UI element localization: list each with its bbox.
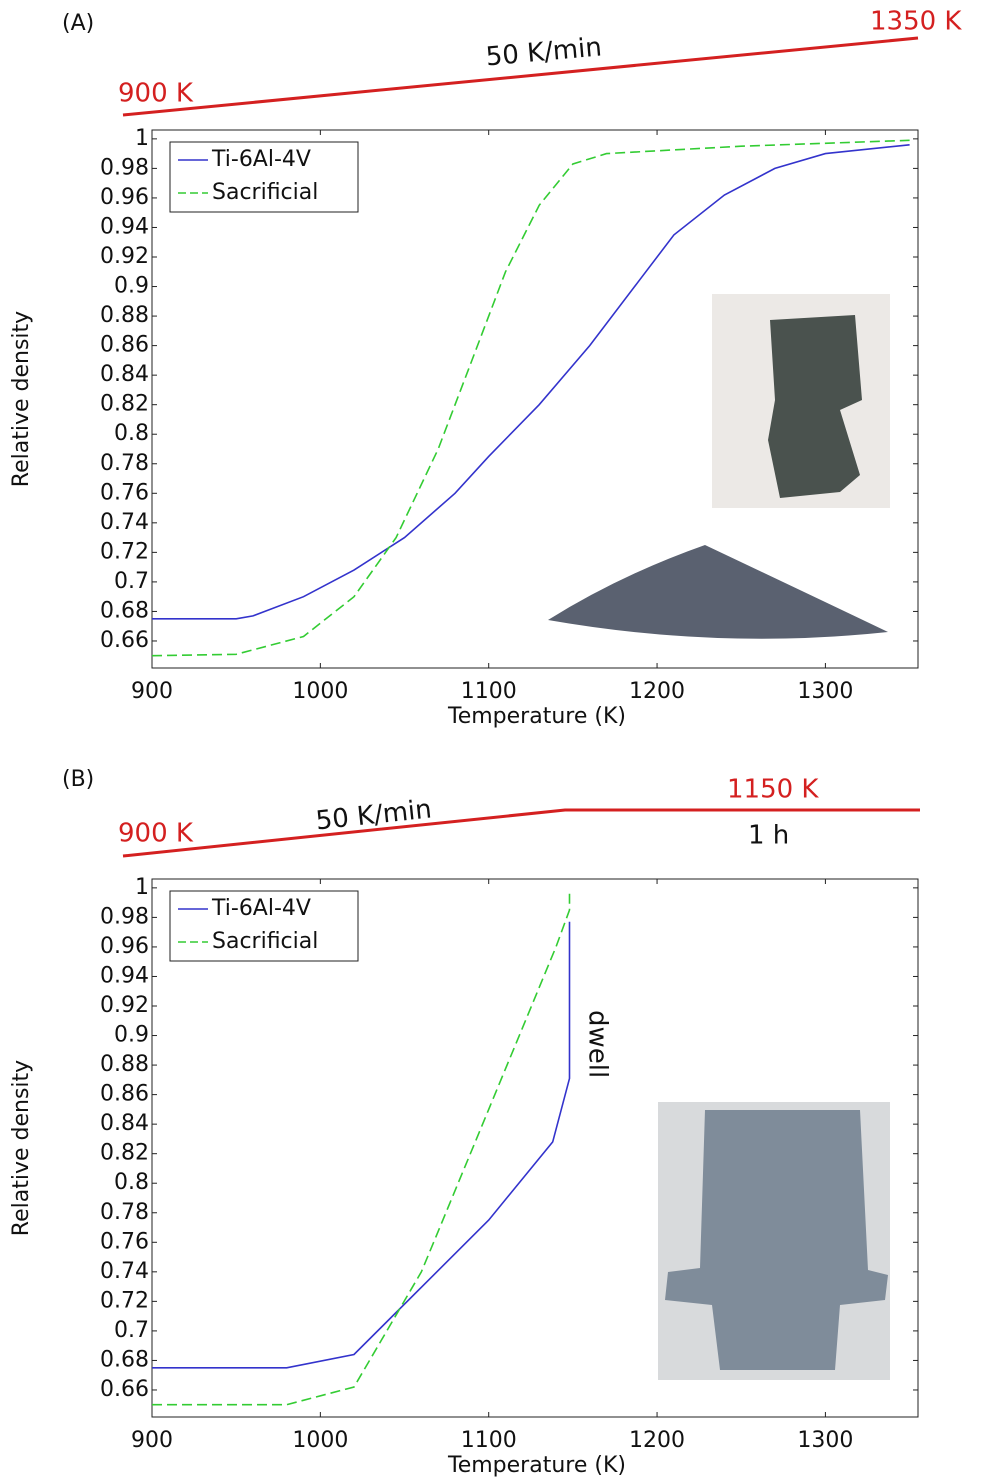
y-tick-label: 0.82 [100,1141,149,1166]
annotation: 1350 K [870,7,962,37]
legend-label: Sacrificial [212,180,318,205]
y-tick-label: 1 [135,126,149,151]
annotation: 1150 K [727,775,819,805]
y-axis-label: Relative density [9,311,34,487]
annotation: 50 K/min [314,794,433,836]
y-tick-label: 0.84 [100,362,149,387]
y-tick-label: 0.86 [100,333,149,358]
annotation: dwell [583,1010,613,1078]
annotation: (A) [62,11,94,36]
line-series [152,891,570,1405]
y-tick-label: 1 [135,875,149,900]
x-tick-label: 1300 [797,1428,853,1453]
line-series [152,922,570,1368]
x-tick-label: 1000 [292,1428,348,1453]
y-tick-label: 0.76 [100,1229,149,1254]
annotation: 50 K/min [485,32,603,72]
annotation: 900 K [118,819,194,849]
legend-label: Ti-6Al-4V [211,147,311,172]
y-tick-label: 0.66 [100,628,149,653]
y-tick-label: 0.74 [100,510,149,535]
x-tick-label: 900 [131,679,173,704]
y-tick-label: 0.82 [100,392,149,417]
annotation: (B) [62,767,94,792]
legend-label: Ti-6Al-4V [211,896,311,921]
y-tick-label: 0.8 [114,421,149,446]
x-tick-label: 900 [131,1428,173,1453]
y-tick-label: 0.94 [100,963,149,988]
y-tick-label: 0.9 [114,274,149,299]
x-tick-label: 1100 [461,1428,517,1453]
x-tick-label: 1200 [629,1428,685,1453]
y-tick-label: 0.7 [114,569,149,594]
ramp-line [123,810,920,856]
y-tick-label: 0.78 [100,1200,149,1225]
x-axis-label: Temperature (K) [447,1453,626,1478]
annotation: 900 K [118,79,194,109]
y-tick-label: 0.66 [100,1377,149,1402]
figure: 0.66 0.68 0.7 0.72 0.74 0.76 0.78 0.8 0.82 0.84 0.… [0,0,981,1483]
y-tick-label: 0.96 [100,934,149,959]
legend-label: Sacrificial [212,929,318,954]
y-axis-label: Relative density [9,1060,34,1236]
x-tick-label: 1100 [461,679,517,704]
y-tick-label: 0.74 [100,1259,149,1284]
y-tick-label: 0.84 [100,1111,149,1136]
y-tick-label: 0.9 [114,1023,149,1048]
y-tick-label: 0.76 [100,480,149,505]
x-tick-label: 1300 [797,679,853,704]
y-tick-label: 0.86 [100,1082,149,1107]
y-tick-label: 0.72 [100,539,149,564]
y-tick-label: 0.92 [100,244,149,269]
y-tick-label: 0.94 [100,214,149,239]
photo-object [548,545,888,639]
y-tick-label: 0.88 [100,303,149,328]
y-tick-label: 0.92 [100,993,149,1018]
x-tick-label: 1200 [629,679,685,704]
x-tick-label: 1000 [292,679,348,704]
y-tick-label: 0.72 [100,1288,149,1313]
y-tick-label: 0.8 [114,1170,149,1195]
y-tick-label: 0.78 [100,451,149,476]
x-axis-label: Temperature (K) [447,704,626,729]
y-tick-label: 0.7 [114,1318,149,1343]
y-tick-label: 0.88 [100,1052,149,1077]
annotation: 1 h [748,821,789,851]
y-tick-label: 0.98 [100,904,149,929]
y-tick-label: 0.68 [100,598,149,623]
y-tick-label: 0.68 [100,1347,149,1372]
y-tick-label: 0.96 [100,185,149,210]
y-tick-label: 0.98 [100,155,149,180]
